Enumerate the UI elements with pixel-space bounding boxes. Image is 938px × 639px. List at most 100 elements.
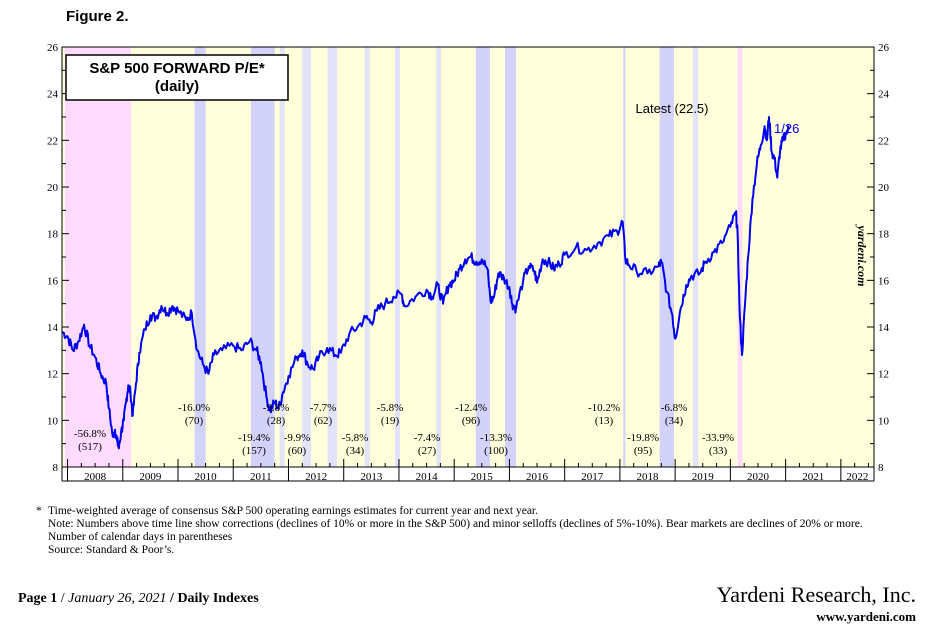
period-pct-label: -13.3%	[480, 432, 512, 444]
shaded-period-bear	[737, 47, 743, 467]
report-date: January 26, 2021	[68, 591, 167, 606]
y-tick-label: 12	[47, 369, 58, 381]
y-tick-label: 12	[878, 369, 889, 381]
y-tick-label: 20	[878, 182, 890, 194]
period-pct-label: -56.8%	[74, 428, 106, 440]
footer-separator: /	[57, 591, 69, 606]
footer-page-info: Page 1 / January 26, 2021 / Daily Indexe…	[18, 591, 259, 607]
shaded-period-correction	[475, 47, 491, 467]
period-days-label: (60)	[288, 445, 307, 457]
y-tick-label: 22	[47, 135, 58, 147]
period-days-label: (95)	[634, 445, 653, 457]
period-pct-label: -7.4%	[414, 432, 441, 444]
y-tick-label: 10	[878, 415, 890, 427]
y-tick-label: 14	[878, 322, 890, 334]
period-days-label: (27)	[418, 445, 437, 457]
y-tick-label: 26	[47, 42, 59, 54]
period-pct-label: -6.8%	[661, 402, 688, 414]
x-tick-label-2009: 2009	[139, 471, 162, 483]
company-name: Yardeni Research, Inc.	[716, 582, 916, 607]
shaded-period-correction	[250, 47, 275, 467]
x-tick-label-2015: 2015	[471, 471, 494, 483]
x-tick-label-2011: 2011	[250, 471, 272, 483]
period-pct-label: -9.9%	[284, 432, 311, 444]
chart-title-box: S&P 500 FORWARD P/E* (daily)	[65, 54, 289, 101]
shaded-period-correction	[194, 47, 206, 467]
period-pct-label: -10.2%	[588, 402, 620, 414]
period-days-label: (34)	[665, 415, 684, 427]
x-tick-label-2017: 2017	[581, 471, 604, 483]
period-pct-label: -9.8%	[263, 402, 290, 414]
x-tick-label-2016: 2016	[526, 471, 549, 483]
shaded-period-selloff	[692, 47, 699, 467]
period-pct-label: -7.7%	[310, 402, 337, 414]
period-days-label: (28)	[267, 415, 286, 427]
y-tick-label: 20	[47, 182, 59, 194]
figure-label: Figure 2.	[66, 8, 129, 25]
website-link[interactable]: www.yardeni.com	[816, 609, 916, 624]
x-tick-label-2012: 2012	[305, 471, 327, 483]
footnote-line-3: Source: Standard & Poor’s.	[48, 544, 175, 556]
latest-label: Latest (22.5)	[636, 101, 709, 116]
y-tick-label: 26	[878, 42, 890, 54]
y-tick-label: 22	[878, 135, 889, 147]
y-tick-label: 16	[878, 275, 890, 287]
latest-date: 1/26	[774, 121, 799, 136]
shaded-period-selloff	[395, 47, 401, 467]
watermark: yardeni.com	[855, 224, 869, 287]
y-tick-label: 10	[47, 415, 59, 427]
footnote-line-2: Note: Numbers above time line show corre…	[48, 518, 863, 543]
x-tick-label-2018: 2018	[637, 471, 660, 483]
period-days-label: (33)	[709, 445, 728, 457]
period-pct-label: -16.0%	[178, 402, 210, 414]
shaded-period-correction	[659, 47, 675, 467]
x-tick-label-2010: 2010	[195, 471, 218, 483]
page-number: Page 1	[18, 591, 58, 606]
footer-separator: /	[166, 591, 178, 606]
period-days-label: (34)	[346, 445, 365, 457]
period-days-label: (517)	[78, 441, 102, 453]
period-days-label: (19)	[381, 415, 400, 427]
y-tick-label: 24	[878, 89, 890, 101]
x-tick-label-2019: 2019	[692, 471, 715, 483]
period-pct-label: -19.8%	[627, 432, 659, 444]
x-tick-label-2014: 2014	[416, 471, 439, 483]
x-tick-label-2021: 2021	[802, 471, 824, 483]
section-name: Daily Indexes	[177, 591, 259, 606]
y-tick-label: 18	[47, 229, 59, 241]
period-days-label: (100)	[484, 445, 508, 457]
shaded-period-selloff	[279, 47, 285, 467]
x-tick-label-2013: 2013	[360, 471, 383, 483]
series-line-forward-pe	[61, 116, 790, 450]
shaded-period-selloff	[436, 47, 441, 467]
period-pct-label: -5.8%	[377, 402, 404, 414]
footnotes: * Time-weighted average of consensus S&P…	[36, 505, 888, 557]
shaded-period-correction	[505, 47, 517, 467]
chart-subtitle: (daily)	[155, 78, 199, 95]
period-pct-label: -19.4%	[238, 432, 270, 444]
shaded-period-selloff	[364, 47, 370, 467]
period-days-label: (157)	[242, 445, 266, 457]
shaded-period-labels: -56.8%(517) -16.0%(70) -19.4%(157) -9.8%(28…	[74, 402, 734, 457]
footnote-line-1: Time-weighted average of consensus S&P 5…	[48, 505, 538, 517]
period-days-label: (62)	[314, 415, 333, 427]
x-tick-label-2020: 2020	[747, 471, 770, 483]
y-tick-label: 8	[878, 462, 884, 474]
y-tick-label: 16	[47, 275, 59, 287]
shaded-period-selloff	[302, 47, 312, 467]
x-tick-label-2008: 2008	[84, 471, 107, 483]
period-pct-label: -33.9%	[702, 432, 734, 444]
x-tick-label-2022: 2022	[846, 471, 868, 483]
shaded-period-bear	[64, 47, 132, 467]
period-days-label: (13)	[595, 415, 614, 427]
x-axis: 2008 2009 2010 2011 2012 2013 2014 2015 2016 2017…	[61, 459, 875, 483]
period-days-label: (96)	[462, 415, 481, 427]
period-days-label: (70)	[185, 415, 204, 427]
y-axis-right: 8 10 12 14 16 18 20 22 24 26	[867, 42, 890, 474]
y-tick-label: 24	[47, 89, 59, 101]
period-pct-label: -12.4%	[455, 402, 487, 414]
y-tick-label: 14	[47, 322, 59, 334]
y-tick-label: 18	[878, 229, 890, 241]
shaded-period-selloff	[327, 47, 338, 467]
